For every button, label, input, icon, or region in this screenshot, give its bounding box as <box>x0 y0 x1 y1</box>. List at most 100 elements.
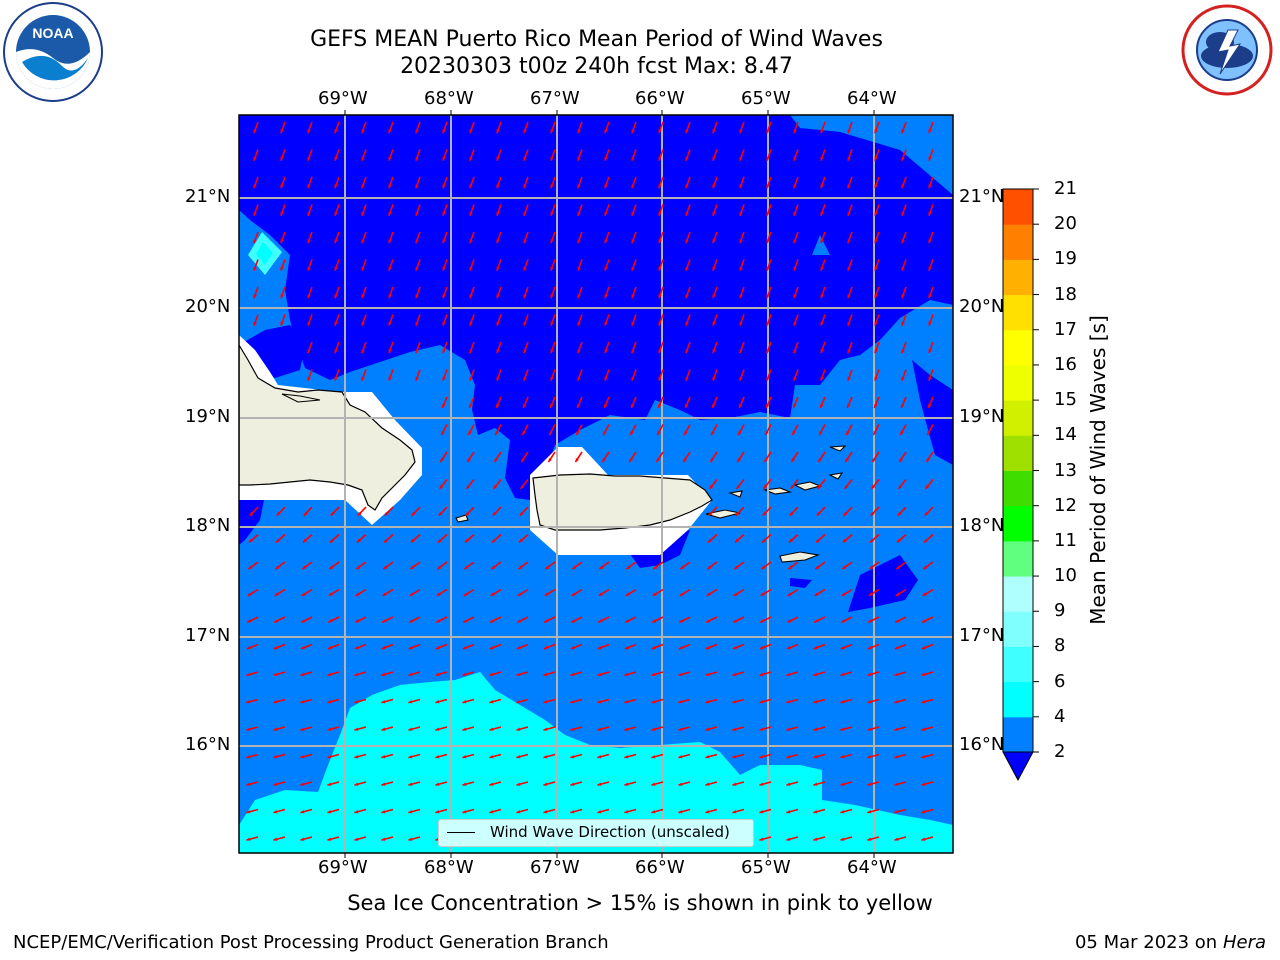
wind-wave-arrowhead <box>791 458 795 463</box>
wind-wave-arrowhead <box>786 672 791 677</box>
wind-wave-arrowhead <box>604 156 608 161</box>
wind-wave-arrowhead <box>273 754 278 759</box>
wind-wave-arrowhead <box>300 782 305 786</box>
wind-wave-arrowhead <box>871 485 876 489</box>
wind-wave-arrowhead <box>786 782 791 786</box>
wind-wave-arrowhead <box>442 129 446 134</box>
wind-wave-arrowhead <box>490 592 495 596</box>
wind-wave-arrowhead <box>361 321 365 326</box>
wind-wave-arrowhead <box>327 699 332 704</box>
wind-wave-arrowhead <box>820 404 824 409</box>
wind-wave-arrowhead <box>759 645 764 650</box>
wind-wave-arrowhead <box>685 294 689 299</box>
wind-wave-arrowhead <box>381 782 386 786</box>
wind-wave-arrowhead <box>334 266 338 271</box>
wind-wave-arrowhead <box>361 349 365 354</box>
wind-wave-arrowhead <box>842 565 847 570</box>
lat-label-left-18n: 18°N <box>185 515 231 536</box>
wind-wave-arrowhead <box>307 239 311 244</box>
wind-wave-arrowhead <box>334 184 338 189</box>
wind-wave-arrowhead <box>786 699 791 704</box>
wind-wave-arrowhead <box>436 592 441 596</box>
colorbar-segment <box>1003 646 1033 683</box>
wind-wave-arrowhead <box>923 565 928 570</box>
wind-wave-arrowhead <box>708 511 713 516</box>
wind-wave-arrowhead <box>572 565 577 570</box>
wind-wave-arrowhead <box>894 699 899 704</box>
wind-wave-arrowhead <box>901 211 905 216</box>
wind-wave-arrowhead <box>521 458 525 463</box>
wind-wave-arrowhead <box>820 156 824 161</box>
colorbar-segment <box>1003 470 1033 507</box>
wind-wave-arrowhead <box>496 294 500 299</box>
wind-wave-arrowhead <box>845 458 849 463</box>
wind-wave-arrowhead <box>597 727 602 731</box>
wind-wave-arrowhead <box>874 294 878 299</box>
wind-wave-arrowhead <box>248 565 253 570</box>
wind-wave-arrowhead <box>793 404 797 409</box>
wind-wave-arrowhead <box>523 376 527 381</box>
wind-wave-arrowhead <box>604 129 608 134</box>
wind-wave-arrowhead <box>737 458 741 463</box>
wind-wave-arrowhead <box>462 809 467 814</box>
wind-wave-arrowhead <box>523 184 527 189</box>
wind-wave-arrowhead <box>496 156 500 161</box>
wind-wave-arrowhead <box>793 294 797 299</box>
wind-wave-arrowhead <box>523 129 527 134</box>
wind-wave-arrowhead <box>843 538 847 543</box>
lat-label-right-16n: 16°N <box>959 734 1005 755</box>
wind-wave-arrowhead <box>685 376 689 381</box>
run-date-text: 05 Mar 2023 on <box>1074 932 1218 953</box>
wind-wave-arrowhead <box>813 809 818 814</box>
wind-wave-arrowhead <box>685 404 689 409</box>
wind-wave-arrowhead <box>631 239 635 244</box>
colorbar-tick-label: 6 <box>1054 670 1066 692</box>
wind-wave-arrowhead <box>735 511 740 516</box>
wind-wave-arrowhead <box>516 699 521 704</box>
wind-wave-arrowhead <box>793 129 797 134</box>
wind-wave-arrowhead <box>678 645 683 650</box>
wind-wave-arrowhead <box>895 619 900 623</box>
wind-wave-arrowhead <box>247 592 252 596</box>
wind-wave-arrowhead <box>330 538 334 543</box>
wind-wave-arrowhead <box>570 782 575 786</box>
wind-wave-arrowhead <box>928 404 932 409</box>
wind-wave-arrowhead <box>651 672 656 677</box>
wind-wave-arrowhead <box>705 809 710 814</box>
wind-wave-arrowhead <box>381 727 386 731</box>
wind-wave-arrowhead <box>921 699 926 704</box>
colorbar-segment <box>1003 576 1033 612</box>
wind-wave-arrowhead <box>354 837 359 841</box>
wind-wave-arrowhead <box>550 404 554 409</box>
colorbar-tick-label: 16 <box>1054 353 1077 375</box>
wind-wave-arrowhead <box>685 349 689 354</box>
legend-label: Wind Wave Direction (unscaled) <box>490 823 730 841</box>
colorbar-segment <box>1003 224 1033 260</box>
wind-wave-arrowhead <box>361 239 365 244</box>
wind-wave-arrowhead <box>739 239 743 244</box>
wind-wave-arrowhead <box>708 538 712 543</box>
wind-wave-arrowhead <box>841 619 846 623</box>
wind-wave-arrowhead <box>705 754 710 759</box>
wind-wave-arrowhead <box>516 782 521 786</box>
wind-wave-arrowhead <box>786 754 791 759</box>
colorbar-extend-fill <box>1003 752 1033 780</box>
wind-wave-arrowhead <box>496 376 500 381</box>
wind-wave-arrowhead <box>787 592 792 596</box>
wind-wave-arrowhead <box>354 754 359 759</box>
wind-wave-arrowhead <box>523 294 527 299</box>
wind-wave-arrowhead <box>603 431 607 436</box>
wind-wave-arrowhead <box>867 782 872 786</box>
wind-wave-arrowhead <box>469 266 473 271</box>
wind-wave-arrowhead <box>462 645 467 650</box>
wind-wave-arrowhead <box>820 239 824 244</box>
wind-wave-arrowhead <box>544 619 549 623</box>
wind-wave-arrowhead <box>550 294 554 299</box>
wind-wave-arrowhead <box>330 511 335 516</box>
wind-wave-arrowhead <box>253 184 257 189</box>
wind-wave-arrowhead <box>739 294 743 299</box>
wind-wave-arrowhead <box>847 239 851 244</box>
wind-wave-arrowhead <box>490 619 495 623</box>
wind-wave-arrowhead <box>518 565 523 570</box>
wind-wave-arrowhead <box>496 211 500 216</box>
